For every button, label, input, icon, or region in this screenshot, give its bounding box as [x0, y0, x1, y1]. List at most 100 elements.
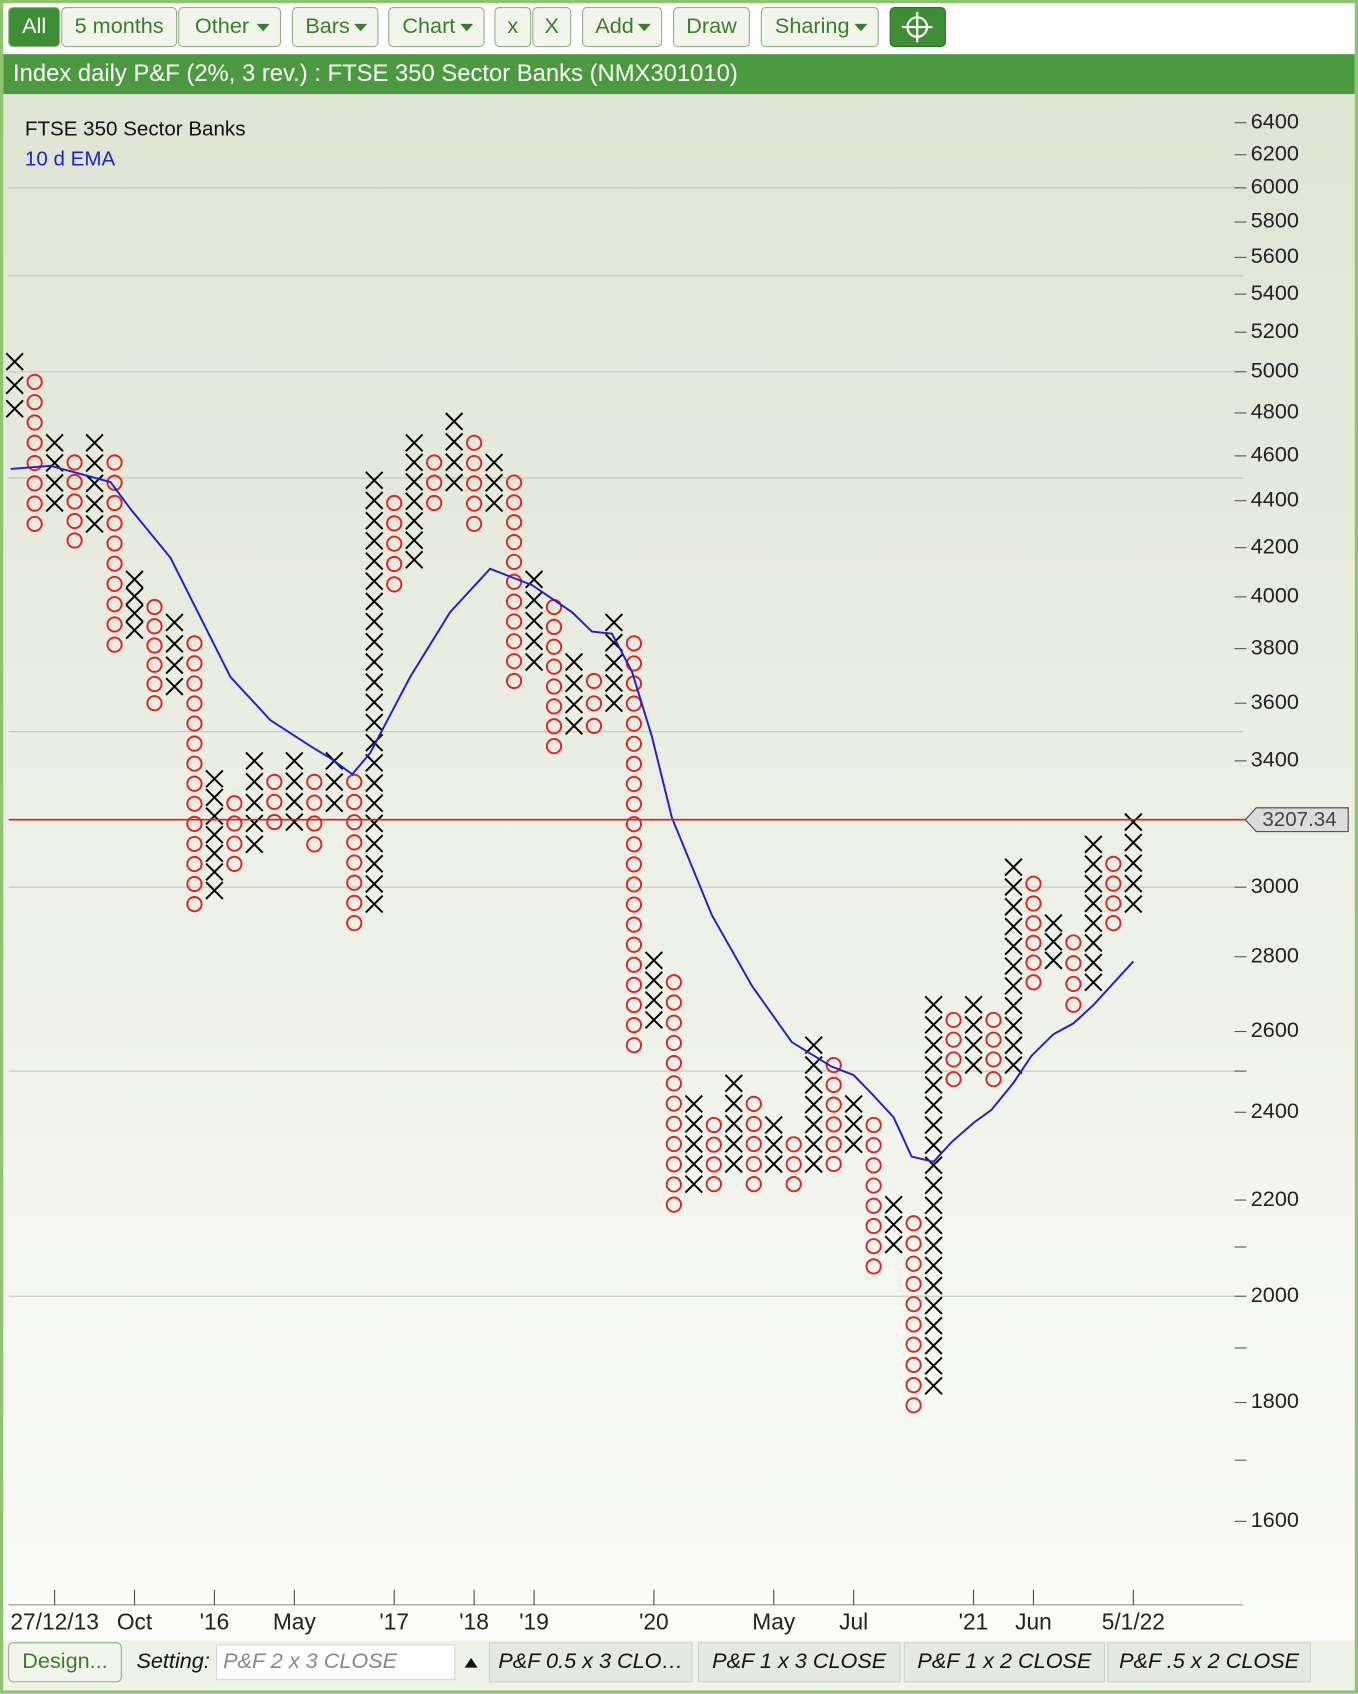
button-frame [532, 7, 572, 48]
x-column [604, 613, 624, 713]
toolbar-button[interactable]: Sharing [760, 7, 879, 48]
crosshair-button[interactable] [889, 7, 946, 48]
button-label: All [22, 13, 46, 38]
o-box [186, 815, 203, 832]
x-box [964, 1015, 983, 1034]
x-box [604, 653, 624, 672]
o-box [905, 1316, 922, 1333]
toolbar-button[interactable]: x [494, 7, 532, 48]
toolbar-button[interactable]: All [8, 7, 61, 48]
o-box [545, 718, 563, 735]
o-box [505, 613, 523, 630]
o-box [226, 835, 243, 852]
x-box [804, 1135, 823, 1154]
x-column [644, 951, 663, 1030]
x-box [964, 995, 983, 1014]
x-box [365, 551, 384, 571]
x-column [1004, 858, 1023, 1075]
y-tick-label: 1800 [1251, 1388, 1299, 1413]
y-tick-label: 2400 [1251, 1098, 1299, 1123]
toolbar-button[interactable]: 5 months [61, 7, 178, 48]
o-column [146, 598, 163, 712]
o-box [66, 532, 83, 549]
o-box [186, 715, 203, 732]
o-box [785, 1176, 802, 1193]
x-box [485, 493, 504, 513]
y-tick-label: 2600 [1251, 1017, 1299, 1042]
toolbar-button[interactable]: Bars [291, 7, 379, 48]
o-column [905, 1215, 922, 1414]
design-button[interactable]: Design... [8, 1642, 122, 1683]
o-box [945, 1071, 962, 1088]
o-box [625, 795, 643, 813]
x-box [285, 792, 304, 811]
preset-button[interactable]: P&F 1 x 3 CLOSE [697, 1642, 901, 1683]
o-box [665, 1156, 682, 1173]
x-box [325, 794, 344, 813]
button-label: X [545, 13, 559, 38]
x-box [804, 1154, 823, 1174]
o-box [186, 735, 203, 752]
o-box [186, 695, 203, 712]
o-column [745, 1095, 762, 1193]
chart-background [3, 94, 1355, 1641]
o-box [1105, 914, 1122, 932]
input-arrow[interactable] [464, 1657, 478, 1668]
x-box [884, 1215, 903, 1234]
x-box [365, 794, 384, 813]
x-box [924, 1296, 943, 1315]
o-box [905, 1215, 922, 1232]
x-box [405, 453, 424, 472]
x-box [1004, 976, 1023, 995]
o-column [985, 1011, 1002, 1088]
x-box [125, 570, 144, 589]
x-box [165, 613, 184, 632]
o-box [585, 695, 603, 712]
crosshair-icon [902, 11, 933, 43]
button-label: P&F 1 x 3 CLOSE [712, 1648, 887, 1673]
x-box [1004, 877, 1023, 897]
toolbar-button[interactable]: Draw [673, 7, 750, 48]
x-box [724, 1154, 743, 1174]
o-box [186, 775, 203, 792]
x-box [365, 753, 384, 772]
o-box [865, 1116, 882, 1134]
o-box [226, 815, 243, 832]
o-box [26, 475, 43, 492]
o-box [386, 515, 403, 532]
preset-button[interactable]: P&F 1 x 2 CLOSE [903, 1642, 1106, 1683]
setting-input[interactable]: P&F 2 x 3 CLOSE [216, 1644, 456, 1681]
x-box [445, 473, 464, 492]
button-frame [8, 7, 61, 48]
legend-entry: 10 d EMA [25, 148, 116, 171]
o-box [26, 495, 43, 512]
o-box [186, 795, 203, 812]
x-column [165, 613, 184, 696]
x-box [524, 632, 544, 651]
x-box [924, 1316, 943, 1335]
o-box [346, 834, 363, 851]
x-box [924, 1276, 943, 1295]
o-box [745, 1095, 762, 1113]
toolbar-button[interactable]: Other [178, 7, 282, 48]
o-box [306, 773, 323, 790]
x-tick-label: Oct [117, 1608, 153, 1634]
o-column [346, 773, 363, 932]
x-box [245, 793, 264, 812]
toolbar-button[interactable]: Add [582, 7, 663, 48]
o-box [106, 454, 123, 471]
o-box [625, 956, 643, 973]
o-box [905, 1356, 922, 1373]
y-tick-label: 6400 [1251, 108, 1299, 133]
x-box [1084, 854, 1103, 874]
o-column [386, 494, 403, 593]
toolbar-button[interactable]: X [532, 7, 572, 48]
x-box [964, 1035, 983, 1055]
button-frame [291, 7, 379, 48]
button-label: Chart [402, 13, 455, 38]
button-label: Add [595, 13, 634, 38]
preset-button[interactable]: P&F .5 x 2 CLOSE [1107, 1642, 1311, 1683]
preset-button[interactable]: P&F 0.5 x 3 CLO… [488, 1642, 693, 1683]
toolbar-button[interactable]: Chart [388, 7, 485, 48]
o-box [146, 675, 163, 693]
